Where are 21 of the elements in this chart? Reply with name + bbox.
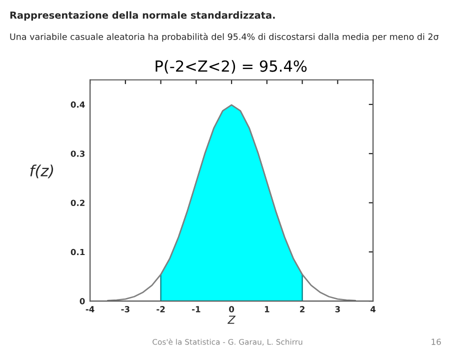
x-tick-label: -1 (192, 306, 200, 312)
y-tick-label: 0.2 (70, 200, 84, 206)
y-tick-label: 0.1 (70, 248, 85, 256)
x-tick-label: 1 (264, 306, 270, 312)
x-axis-title: Z (228, 316, 236, 324)
y-tick-label: 0.3 (70, 150, 85, 157)
chart-subtitle: Una variabile casuale aleatoria ha probabilità del 95.4% di discostarsi dalla media per meno di 2σ (10, 32, 439, 42)
x-tick-label: -4 (86, 306, 94, 312)
x-tick-label: 0 (229, 306, 234, 312)
x-tick-label: -2 (156, 306, 165, 312)
x-tick-label: 4 (370, 306, 376, 312)
text: 16 (432, 338, 441, 345)
y-tick-label: 0 (80, 298, 85, 304)
y-tick-label: 0.4 (70, 101, 85, 108)
text: P(-2<Z<2) = 95.4% (156, 60, 307, 74)
line-series (107, 104, 356, 302)
chart-title: Rappresentazione della normale standardizzata. (10, 11, 275, 21)
y-axis-title: f(z) (30, 164, 54, 178)
x-tick-label: 3 (335, 306, 340, 312)
x-tick-label: -3 (121, 306, 130, 312)
x-tick-label: 2 (300, 306, 304, 312)
